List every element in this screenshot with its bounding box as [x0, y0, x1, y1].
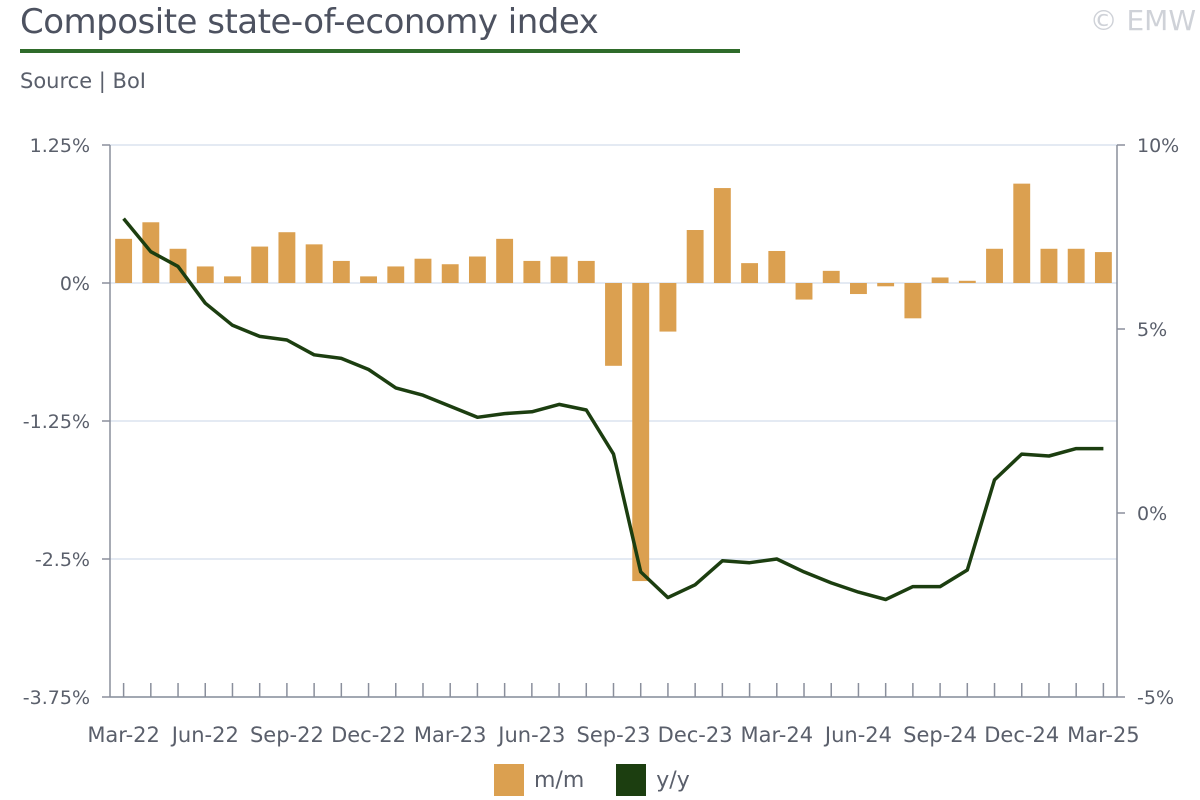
- bar-mm: [305, 244, 323, 283]
- bar-mm: [1094, 252, 1112, 283]
- bar-mm: [387, 266, 405, 283]
- bar-mm: [414, 258, 432, 283]
- bar-mm: [468, 256, 486, 283]
- bar-mm: [523, 260, 541, 283]
- x-tick-label: Sep-24: [903, 723, 977, 747]
- x-tick-label: Mar-23: [414, 723, 487, 747]
- bar-mm: [741, 263, 759, 283]
- x-tick-label: Dec-23: [658, 723, 733, 747]
- bar-mm: [278, 232, 296, 283]
- bar-mm: [251, 246, 269, 283]
- bar-mm: [958, 280, 976, 283]
- left-tick-label: -3.75%: [23, 687, 90, 709]
- bar-mm: [986, 248, 1003, 283]
- bar-mm: [224, 276, 241, 283]
- gridlines: [110, 144, 1117, 698]
- x-tick-label: Jun-24: [823, 723, 892, 747]
- bar-mm: [822, 270, 840, 283]
- bar-mm: [605, 283, 622, 366]
- bar-mm: [441, 264, 459, 283]
- right-tick-label: 0%: [1137, 503, 1167, 525]
- right-tick-label: 10%: [1137, 135, 1179, 157]
- bar-mm: [196, 266, 214, 283]
- bar-mm: [795, 283, 813, 300]
- left-tick-label: 1.25%: [30, 135, 90, 157]
- bar-mm: [577, 260, 595, 283]
- legend-label-mm: m/m: [534, 767, 585, 793]
- left-tick-label: 0%: [60, 273, 90, 295]
- legend-swatch-yy: [616, 764, 647, 796]
- bar-mm: [550, 256, 568, 283]
- bar-mm: [931, 277, 949, 283]
- bar-mm: [360, 276, 377, 283]
- bar-mm: [904, 283, 922, 319]
- right-tick-label: 5%: [1137, 319, 1167, 341]
- bar-mm: [686, 230, 704, 283]
- x-tick-label: Mar-22: [87, 723, 160, 747]
- title-underline: [20, 49, 740, 53]
- bar-mm: [877, 283, 895, 287]
- bar-mm: [1013, 183, 1031, 283]
- bar-series-mm: [115, 183, 1112, 582]
- x-axis-ticks: Mar-22 Jun-22 Sep-22 Dec-22 Mar-23 Jun-23 Sep-…: [87, 683, 1140, 747]
- x-tick-label: Sep-22: [250, 723, 324, 747]
- legend-swatch-mm: [494, 764, 524, 796]
- bar-mm: [1040, 248, 1058, 283]
- chart-title: Composite state-of-economy index: [20, 2, 599, 42]
- bar-mm: [496, 238, 514, 283]
- bar-mm: [1067, 248, 1085, 283]
- bar-mm: [115, 238, 133, 283]
- line-yy: [122, 217, 1104, 602]
- bar-mm: [659, 283, 677, 332]
- legend-item-mm: m/m: [494, 764, 584, 796]
- x-tick-label: Dec-24: [984, 723, 1059, 747]
- left-tick-label: -1.25%: [23, 411, 90, 433]
- legend-item-yy: y/y: [616, 764, 690, 796]
- left-axis-ticks: 1.25% 0% -1.25% -2.5% -3.75%: [23, 135, 110, 709]
- x-tick-label: Jun-23: [496, 723, 565, 747]
- bar-mm: [632, 283, 650, 582]
- left-tick-label: -2.5%: [35, 549, 90, 571]
- x-tick-label: Dec-22: [331, 723, 406, 747]
- legend: m/m y/y: [494, 764, 712, 796]
- line-series-yy: [122, 217, 1104, 602]
- bar-mm: [332, 260, 350, 283]
- bar-mm: [713, 188, 731, 283]
- right-axis-ticks: 10% 5% 0% -5%: [1117, 135, 1179, 709]
- right-tick-label: -5%: [1137, 687, 1174, 709]
- legend-label-yy: y/y: [656, 767, 690, 793]
- x-tick-label: Jun-22: [170, 723, 239, 747]
- x-tick-label: Mar-25: [1067, 723, 1140, 747]
- bar-mm: [768, 250, 786, 283]
- copyright-watermark: © EMW: [1089, 4, 1196, 37]
- x-tick-label: Sep-23: [577, 723, 651, 747]
- x-tick-label: Mar-24: [741, 723, 814, 747]
- bar-mm: [850, 283, 867, 295]
- chart-subtitle: Source | BoI: [20, 69, 146, 93]
